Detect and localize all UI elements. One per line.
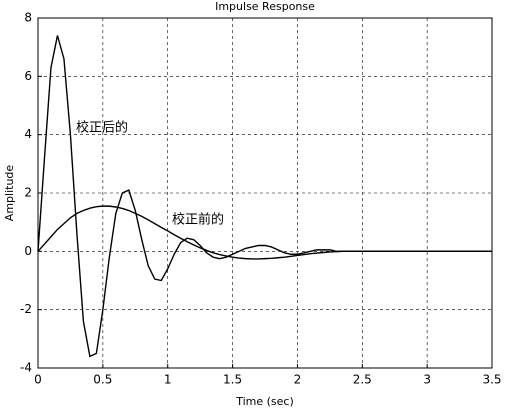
y-tick-label: 8	[24, 11, 32, 25]
x-tick-label: 1	[164, 373, 172, 387]
series-line	[37, 35, 492, 358]
y-tick-label: 6	[24, 69, 32, 83]
y-tick-label: -2	[20, 302, 32, 316]
x-tick-label: 2	[294, 373, 302, 387]
y-tick-label: 2	[24, 186, 32, 200]
x-tick-label: 1.5	[223, 373, 242, 387]
y-tick-label: -4	[20, 361, 32, 375]
x-tick-label: 2.5	[353, 373, 372, 387]
x-tick-label: 3	[423, 373, 431, 387]
y-axis-label: Amplitude	[3, 165, 16, 222]
y-tick-label: 4	[24, 127, 32, 141]
x-tick-label: 0.5	[93, 373, 112, 387]
annotation: 校正前的	[172, 212, 224, 228]
y-tick-label: 0	[24, 244, 32, 258]
annotation: 校正后的	[76, 120, 128, 136]
x-tick-label: 3.5	[482, 373, 501, 387]
series-line	[37, 205, 492, 260]
x-tick-label: 0	[34, 373, 42, 387]
chart-title: Impulse Response	[215, 0, 315, 13]
x-axis-label: Time (sec)	[235, 395, 294, 408]
